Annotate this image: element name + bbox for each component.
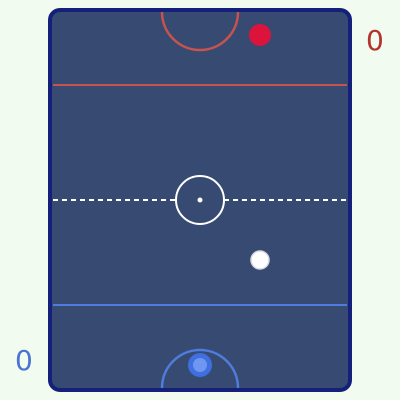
blue-mallet-knob [193,358,207,372]
player-goal-crease [160,348,240,389]
opponent-score: 0 [366,24,384,57]
center-dot [197,197,203,203]
player-score: 0 [15,344,33,377]
puck-icon [250,250,270,270]
red-mallet-icon [249,24,271,46]
opponent-goal-crease [160,11,240,52]
